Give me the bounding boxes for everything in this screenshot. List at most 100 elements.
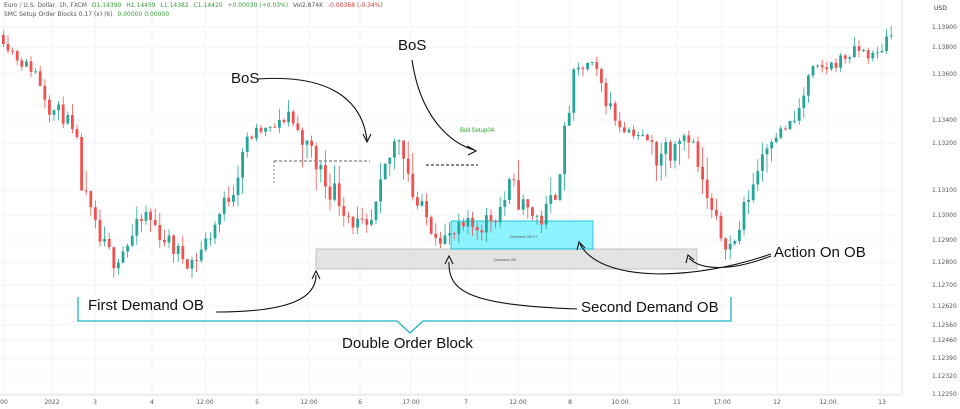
candle-down	[452, 233, 456, 235]
candle-down	[38, 71, 42, 86]
currency-label: USD	[934, 5, 947, 12]
candle-down	[604, 83, 608, 107]
price-tick-label: 1.12560	[932, 322, 957, 329]
candle-down	[425, 201, 428, 218]
candle-up	[807, 75, 810, 96]
time-axis: 00 2022 3 4 12:00 5 12:00 6 17:00 7 12:00 8 10:00 11 1…	[0, 394, 902, 406]
double-order-block-label: Double Order Block	[342, 335, 473, 352]
candle-down	[80, 136, 83, 191]
candle-up	[508, 179, 511, 201]
bos-right-label: BoS	[398, 37, 427, 54]
candle-down	[494, 221, 497, 223]
candle-up	[356, 218, 359, 228]
price-tick-label: 1.13100	[932, 187, 957, 194]
candle-up	[218, 214, 221, 225]
candle-down	[291, 111, 295, 124]
low-value: L1.14382	[160, 2, 189, 9]
candle-up	[264, 127, 267, 132]
candle-up	[880, 51, 884, 53]
candle-up	[176, 246, 180, 254]
price-tick-label: 1.12250	[932, 391, 957, 398]
symbol-name: Euro / U.S. Dollar, 1h, FXCM	[4, 2, 87, 9]
candle-down	[710, 197, 714, 210]
candle-down	[581, 67, 585, 70]
candle-up	[609, 103, 612, 107]
candle-down	[186, 259, 189, 269]
candle-up	[379, 179, 382, 202]
candle-up	[577, 67, 580, 70]
price-tick-label: 1.12320	[932, 373, 957, 380]
candle-down	[324, 165, 327, 187]
candle-up	[485, 215, 488, 233]
price-tick-label: 1.13200	[932, 140, 957, 147]
candle-up	[213, 224, 217, 239]
candle-up	[34, 71, 37, 73]
candle-down	[820, 65, 824, 68]
price-tick-label: 1.12800	[932, 259, 957, 266]
candle-down	[282, 119, 286, 123]
candle-down	[655, 142, 658, 166]
time-tick-label: 17:00	[402, 399, 419, 406]
indicator-values: 0.00000 0.00000	[117, 11, 170, 18]
candle-down	[310, 140, 313, 146]
candle-up	[388, 157, 392, 164]
candle-down	[687, 135, 691, 143]
candle-down	[613, 103, 617, 121]
candle-up	[199, 249, 203, 261]
candle-up	[664, 142, 668, 154]
candle-down	[347, 215, 350, 217]
candle-down	[416, 197, 419, 206]
candle-down	[337, 183, 341, 207]
candle-down	[61, 104, 65, 124]
candle-up	[503, 200, 507, 207]
candle-down	[342, 206, 346, 216]
candle-down	[29, 61, 33, 72]
candle-up	[738, 229, 741, 242]
annotation-overlay	[77, 59, 772, 334]
candle-up	[535, 215, 539, 217]
candle-up	[370, 219, 373, 225]
candle-up	[830, 62, 833, 70]
candle-up	[167, 235, 171, 243]
candle-up	[586, 62, 589, 70]
candle-up	[52, 110, 56, 115]
candle-down	[98, 220, 102, 242]
candle-up	[659, 153, 663, 166]
candle-down	[6, 43, 10, 51]
candle-up	[673, 144, 677, 161]
candle-up	[853, 46, 856, 58]
time-tick-label: 12:00	[819, 399, 836, 406]
candle-down	[623, 127, 626, 133]
demand-ob-label: Demand OB	[494, 257, 516, 262]
candle-up	[549, 195, 553, 204]
candle-up	[839, 55, 842, 68]
candle-down	[489, 215, 493, 222]
candle-up	[751, 184, 755, 200]
candle-up	[121, 251, 125, 263]
candle-down	[618, 120, 622, 128]
legend-symbol-line: Euro / U.S. Dollar, 1h, FXCM O1.14390 H1…	[4, 2, 386, 9]
candle-down	[351, 216, 355, 228]
candle-down	[471, 217, 474, 228]
price-tick-label: 1.12620	[932, 303, 957, 310]
candle-down	[149, 211, 152, 220]
action-arrow-1-head	[576, 240, 586, 251]
candle-down	[48, 99, 51, 115]
candle-down	[195, 259, 198, 261]
candle-down	[632, 129, 635, 136]
time-tick-label: 00	[0, 399, 8, 406]
candle-down	[480, 230, 484, 233]
candle-down	[153, 219, 157, 225]
price-tick-label: 1.13600	[932, 71, 957, 78]
candle-up	[567, 112, 571, 126]
candles	[2, 26, 893, 279]
candle-up	[374, 201, 378, 220]
first-demand-arrowhead	[311, 269, 321, 280]
candle-down	[140, 218, 143, 221]
candle-down	[512, 179, 516, 181]
first-demand-arrow	[215, 274, 317, 313]
bos-right-arrowhead	[466, 145, 478, 156]
candle-down	[696, 141, 700, 167]
time-tick-label: 12	[773, 399, 781, 406]
